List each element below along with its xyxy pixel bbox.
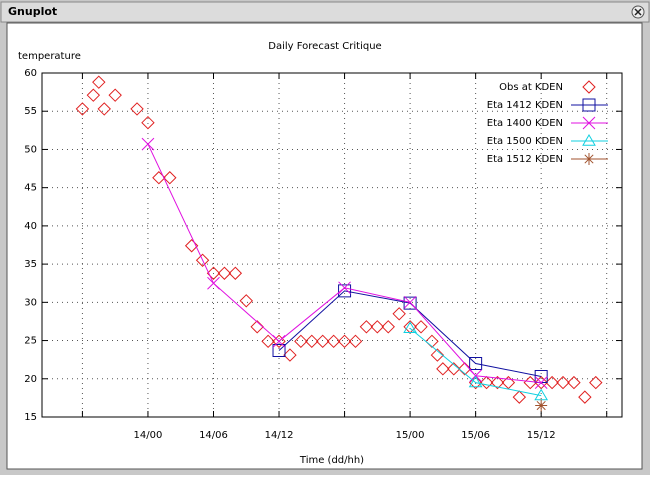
close-icon [634, 8, 642, 16]
diamond-marker [589, 375, 603, 390]
legend-label: Eta 1500 KDEN [487, 136, 563, 147]
diamond-marker [381, 320, 395, 334]
diamond-marker [130, 102, 144, 116]
diamond-marker [392, 307, 406, 321]
series-line [409, 327, 542, 397]
x-tick-label: 15/06 [461, 430, 490, 441]
diamond-marker [294, 334, 308, 349]
diamond-marker [468, 375, 483, 390]
legend-marker [582, 98, 596, 112]
star-marker [535, 399, 548, 412]
diamond-marker [370, 320, 385, 334]
diamond-marker [348, 334, 363, 349]
series-line [278, 290, 542, 377]
chart-title: Daily Forecast Critique [268, 41, 381, 52]
diamond-marker [479, 375, 494, 390]
x-axis-label: Time (dd/hh) [299, 455, 364, 466]
diamond-marker [217, 266, 232, 280]
cross-marker [272, 334, 286, 348]
diamond-marker [97, 102, 111, 116]
diamond-marker [430, 348, 445, 362]
diamond-marker [567, 375, 581, 390]
diamond-marker [92, 75, 106, 89]
square-marker [272, 343, 286, 357]
plot-border [41, 72, 623, 418]
diamond-marker [163, 171, 177, 185]
diamond-marker [458, 362, 472, 376]
diamond-marker [425, 334, 439, 349]
y-tick-label: 35 [24, 259, 37, 270]
y-tick-label: 45 [24, 183, 37, 194]
y-tick-label: 15 [24, 412, 37, 423]
legend-label: Eta 1412 KDEN [487, 100, 563, 111]
y-tick-label: 60 [24, 68, 37, 79]
diamond-marker [261, 334, 275, 349]
diamond-marker [108, 88, 122, 102]
diamond-marker [512, 390, 527, 404]
diamond-marker [272, 334, 286, 349]
y-tick-label: 30 [24, 297, 37, 308]
diamond-marker [436, 362, 450, 376]
y-tick-label: 25 [24, 336, 37, 347]
window-title: Gnuplot [8, 5, 57, 18]
title-bar [0, 1, 650, 23]
diamond-marker [75, 102, 90, 116]
triangle-marker [403, 321, 417, 334]
legend-marker [582, 134, 596, 146]
diamond-marker [305, 334, 319, 349]
diamond-marker [326, 334, 341, 349]
diamond-marker [228, 266, 243, 280]
diamond-marker [556, 375, 570, 390]
y-tick-label: 50 [24, 144, 37, 155]
cross-marker [338, 281, 351, 295]
x-tick-label: 14/12 [265, 430, 294, 441]
legend-marker [582, 80, 596, 94]
diamond-marker [141, 115, 155, 130]
y-tick-label: 20 [24, 374, 37, 385]
triangle-marker [468, 375, 483, 388]
cross-marker [141, 137, 155, 151]
x-tick-label: 14/06 [199, 430, 228, 441]
diamond-marker [545, 375, 559, 390]
diamond-marker [490, 375, 505, 390]
legend-label: Obs at KDEN [499, 82, 563, 93]
diamond-marker [195, 253, 210, 267]
cross-marker [534, 376, 548, 389]
diamond-marker [534, 375, 548, 390]
diamond-marker [184, 239, 199, 253]
square-marker [534, 369, 548, 383]
y-tick-label: 40 [24, 221, 37, 232]
x-tick-label: 15/00 [396, 430, 425, 441]
diamond-marker [447, 362, 461, 376]
x-tick-label: 15/12 [527, 430, 556, 441]
y-tick-label: 55 [24, 106, 37, 117]
diamond-marker [239, 294, 253, 308]
diamond-marker [250, 320, 264, 334]
marks [75, 75, 603, 412]
diamond-marker [414, 320, 428, 334]
cross-marker [403, 295, 417, 309]
diamond-marker [578, 390, 592, 404]
diamond-marker [337, 334, 352, 349]
diamond-marker [316, 334, 330, 349]
diamond-marker [283, 348, 297, 362]
legend-label: Eta 1400 KDEN [487, 118, 563, 129]
diamond-marker [86, 88, 101, 102]
cross-marker [207, 276, 220, 290]
legend-label: Eta 1512 KDEN [487, 154, 563, 165]
diamond-marker [206, 266, 221, 280]
x-tick-label: 14/00 [134, 430, 163, 441]
diamond-marker [359, 320, 374, 334]
y-axis-label: temperature [18, 51, 81, 62]
square-marker [469, 356, 483, 370]
